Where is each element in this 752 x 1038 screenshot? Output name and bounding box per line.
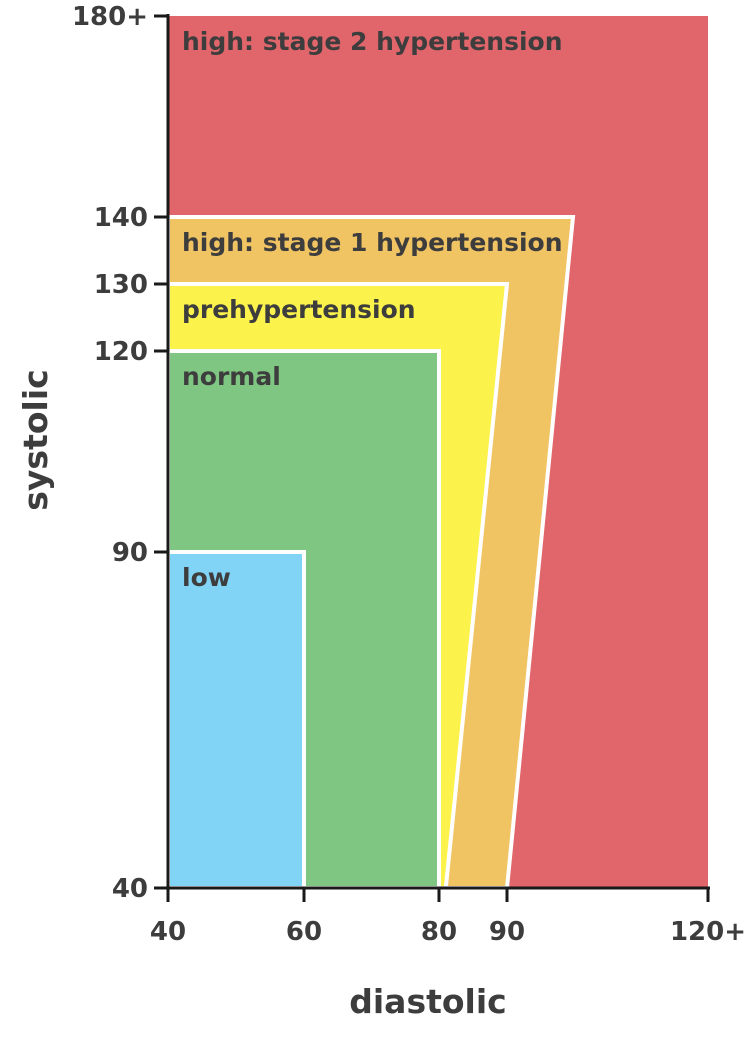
y-tick-label-90: 90 <box>112 538 148 568</box>
zone-labels-layer: high: stage 2 hypertension high: stage 1 … <box>182 27 563 592</box>
x-axis-title: diastolic <box>349 982 506 1021</box>
zone-label-normal: normal <box>182 362 281 391</box>
y-axis-title: systolic <box>16 369 55 510</box>
zone-label-prehypertension: prehypertension <box>182 295 416 324</box>
axes-layer: 40 90 120 130 140 180+ 40 60 80 90 120+ <box>72 2 746 947</box>
y-tick-label-120: 120 <box>94 337 148 367</box>
x-tick-label-40: 40 <box>150 917 186 947</box>
y-tick-label-130: 130 <box>94 270 148 300</box>
y-tick-label-180: 180+ <box>72 2 148 32</box>
y-tick-label-140: 140 <box>94 203 148 233</box>
x-tick-label-60: 60 <box>286 917 322 947</box>
zone-label-high-stage-1-hypertension: high: stage 1 hypertension <box>182 228 563 257</box>
zone-label-low: low <box>182 563 231 592</box>
zones-layer <box>166 16 708 890</box>
x-tick-label-90: 90 <box>489 917 525 947</box>
zone-low <box>166 550 306 890</box>
zone-label-high-stage-2-hypertension: high: stage 2 hypertension <box>182 27 563 56</box>
x-tick-label-80: 80 <box>421 917 457 947</box>
x-tick-label-120: 120+ <box>670 917 746 947</box>
y-tick-label-40: 40 <box>112 874 148 904</box>
